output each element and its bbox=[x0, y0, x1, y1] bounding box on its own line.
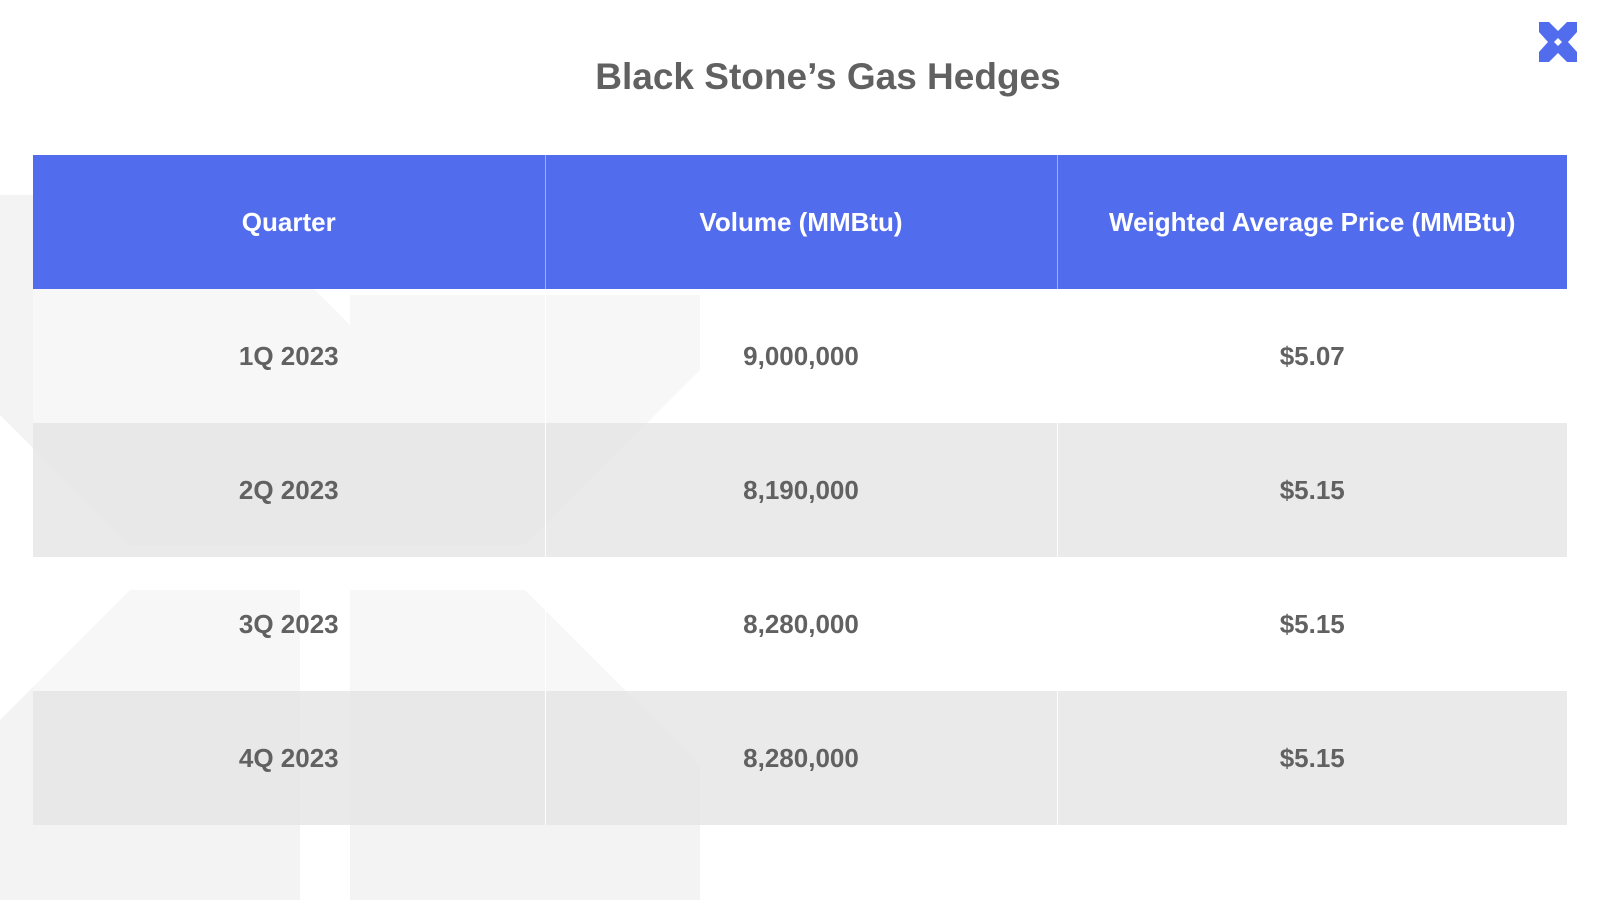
quarter-cell: 4Q 2023 bbox=[33, 691, 546, 825]
table-row: 3Q 2023 8,280,000 $5.15 bbox=[33, 557, 1567, 691]
table-row: 2Q 2023 8,190,000 $5.15 bbox=[33, 423, 1567, 557]
page-title: Black Stone’s Gas Hedges bbox=[595, 56, 1061, 97]
price-cell: $5.15 bbox=[1057, 557, 1567, 691]
quarter-cell: 2Q 2023 bbox=[33, 423, 546, 557]
column-header-volume: Volume (MMBtu) bbox=[545, 155, 1058, 289]
price-cell: $5.07 bbox=[1057, 289, 1567, 423]
volume-cell: 8,190,000 bbox=[545, 423, 1058, 557]
column-header-quarter: Quarter bbox=[33, 155, 546, 289]
price-cell: $5.15 bbox=[1057, 691, 1567, 825]
column-header-weighted-average-price: Weighted Average Price (MMBtu) bbox=[1057, 155, 1567, 289]
volume-cell: 8,280,000 bbox=[545, 557, 1058, 691]
table-row: 1Q 2023 9,000,000 $5.07 bbox=[33, 289, 1567, 423]
table-header-row: Quarter Volume (MMBtu) Weighted Average … bbox=[33, 155, 1567, 289]
volume-cell: 9,000,000 bbox=[545, 289, 1058, 423]
quarter-cell: 3Q 2023 bbox=[33, 557, 546, 691]
volume-cell: 8,280,000 bbox=[545, 691, 1058, 825]
table-row: 4Q 2023 8,280,000 $5.15 bbox=[33, 691, 1567, 825]
gas-hedges-table: Quarter Volume (MMBtu) Weighted Average … bbox=[33, 155, 1567, 825]
price-cell: $5.15 bbox=[1057, 423, 1567, 557]
quarter-cell: 1Q 2023 bbox=[33, 289, 546, 423]
x-brand-logo-icon bbox=[1539, 22, 1577, 62]
